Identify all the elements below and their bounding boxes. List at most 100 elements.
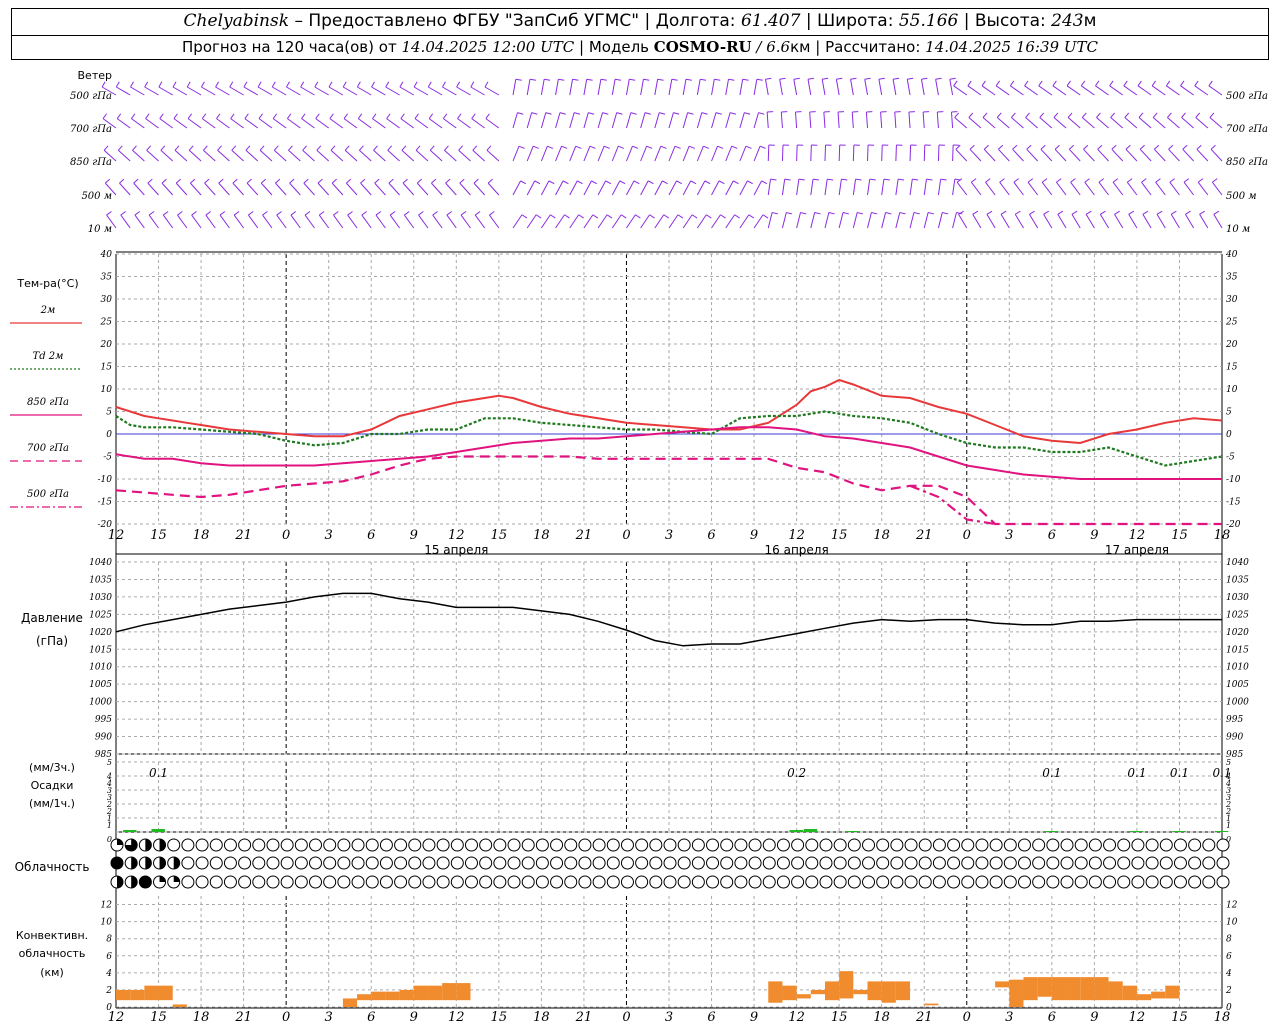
wind-barb — [148, 214, 159, 229]
temp-ytick-left-10: -10 — [98, 475, 113, 485]
cloud-symbol — [592, 875, 606, 889]
cloud-symbol — [734, 856, 748, 870]
wind-title: Ветер — [78, 69, 112, 82]
wind-barb — [725, 180, 734, 196]
wind-barb-feather — [1083, 144, 1089, 150]
cloud-symbol — [238, 838, 252, 852]
cloud-symbol — [1046, 838, 1060, 852]
cloud-symbol — [1117, 838, 1131, 852]
wind-barb-feather — [161, 178, 167, 184]
wind-barb — [290, 214, 301, 229]
wind-barb — [955, 148, 968, 162]
wind-barb-feather — [275, 178, 281, 184]
cloud-symbol — [791, 875, 805, 889]
wind-barb-feather — [616, 112, 623, 115]
temp-ytick-left-6: 10 — [101, 385, 113, 395]
cloud-symbol — [266, 856, 280, 870]
wind-barb — [682, 79, 687, 96]
time-label-mid-19: 21 — [915, 528, 933, 543]
wind-barb-feather — [232, 178, 238, 184]
time-label-bottom-6: 6 — [367, 1010, 375, 1024]
wind-barb — [908, 112, 911, 129]
wind-barb — [442, 86, 457, 96]
prec-ytick-bot-right-2: 2 — [1225, 807, 1231, 816]
time-label-bottom-25: 15 — [1171, 1010, 1188, 1024]
wind-level-right-1: 700 гПа — [1226, 124, 1268, 135]
cloud-symbol — [649, 838, 663, 852]
wind-barb-feather — [1071, 210, 1078, 215]
wind-barb-feather — [1199, 210, 1205, 215]
wind-barb — [696, 214, 707, 229]
wind-barb — [569, 145, 577, 162]
conv-cloud-bar — [895, 981, 911, 1001]
wind-barb-feather — [618, 145, 625, 149]
wind-barb-feather — [855, 178, 862, 181]
wind-barb — [219, 214, 230, 229]
temp-ytick-right-11: -15 — [1226, 498, 1241, 508]
wind-barb-feather — [747, 180, 753, 185]
header-location-row: Chelyabinsk – Предоставлено ФГБУ "ЗапСиб… — [12, 10, 1268, 36]
wind-barb — [1196, 148, 1209, 162]
wind-barb-feather — [744, 112, 751, 115]
cloud-symbol — [1074, 856, 1088, 870]
cloud-symbol — [762, 838, 776, 852]
wind-barb — [345, 182, 358, 196]
conv-cloud-bar — [824, 981, 840, 1001]
wind-barb — [316, 149, 330, 162]
wind-barb-feather — [271, 81, 276, 88]
conv-cloud-bar — [371, 991, 386, 1001]
wind-barb — [484, 86, 500, 96]
wind-barb — [258, 118, 273, 129]
conv-cloud-bar — [1037, 977, 1052, 997]
wind-barb-feather — [229, 81, 234, 88]
wind-barb — [824, 212, 830, 229]
cloud-symbol — [748, 856, 762, 870]
time-label-bottom-23: 9 — [1090, 1010, 1098, 1024]
wind-barb — [372, 118, 386, 129]
wind-barb — [1067, 117, 1081, 129]
wind-barb-feather — [375, 211, 382, 216]
wind-barb-feather — [177, 211, 183, 216]
prec-annotation-3: 0.1 — [1127, 766, 1146, 780]
wind-barb — [526, 214, 537, 229]
latitude-value: 55.166 — [898, 11, 959, 31]
wind-barb-feather — [1156, 210, 1163, 215]
wind-barb — [460, 214, 471, 229]
temp-ytick-right-6: 10 — [1226, 385, 1238, 395]
wind-barb-feather — [1084, 178, 1090, 183]
wind-barb — [1114, 214, 1124, 229]
conv-ytick-left-2: 8 — [106, 935, 112, 945]
wind-barb — [780, 112, 783, 129]
wind-barb — [301, 118, 315, 129]
wind-barb — [344, 149, 358, 162]
wind-barb-feather — [371, 81, 375, 88]
cloud-symbol — [1202, 856, 1216, 870]
wind-barb-feather — [1126, 178, 1133, 183]
wind-barb — [287, 118, 301, 129]
cloud-symbol — [351, 875, 365, 889]
wind-barb-feather — [1109, 80, 1114, 87]
wind-barb-feather — [619, 180, 626, 185]
conv-cloud-bar — [172, 1004, 187, 1007]
wind-barb — [711, 214, 721, 229]
cloud-symbol — [961, 838, 975, 852]
wind-barb-feather — [1183, 178, 1190, 183]
wind-barb — [444, 149, 457, 162]
wind-barb — [696, 112, 703, 129]
wind-barb — [374, 182, 386, 196]
cloud-symbol — [450, 838, 464, 852]
wind-barb — [1167, 117, 1180, 129]
wind-barb — [1024, 85, 1038, 96]
wind-barb-feather — [272, 113, 278, 119]
wind-barb-feather — [898, 178, 905, 181]
wind-barb-feather — [387, 145, 393, 151]
cloud-symbol — [932, 875, 946, 889]
wind-barb — [217, 149, 230, 162]
wind-barb-feather — [133, 178, 139, 184]
wind-barb — [1068, 148, 1081, 162]
wind-barb-feather — [517, 112, 524, 115]
cloud-symbol — [394, 856, 408, 870]
wind-barb — [838, 212, 844, 229]
wind-barb-feather — [402, 178, 408, 184]
wind-barb-feather — [745, 145, 752, 149]
